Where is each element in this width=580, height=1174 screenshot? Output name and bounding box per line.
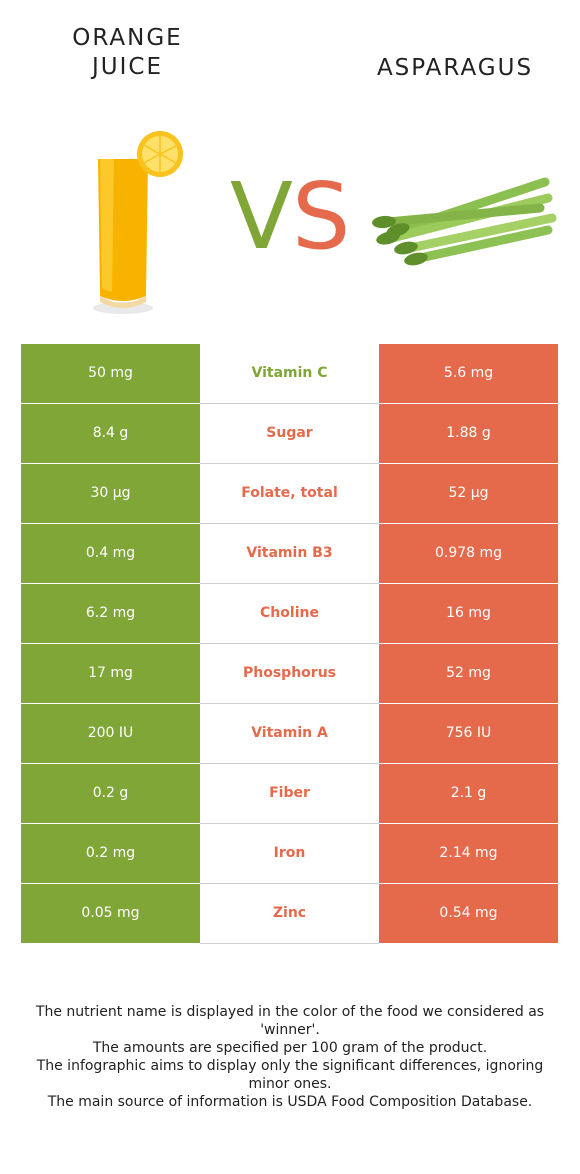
table-row: 0.05 mg Zinc 0.54 mg xyxy=(21,884,558,944)
left-value: 6.2 mg xyxy=(21,584,200,643)
right-value: 2.1 g xyxy=(379,764,558,823)
right-food-title: ASPARAGUS xyxy=(376,55,534,81)
left-value: 0.05 mg xyxy=(21,884,200,943)
left-food-title-line: ORANGE xyxy=(72,25,183,51)
nutrient-name: Fiber xyxy=(200,764,379,823)
row-divider xyxy=(200,943,379,944)
footer-line-1: The nutrient name is displayed in the co… xyxy=(35,1004,545,1038)
table-row: 0.2 mg Iron 2.14 mg xyxy=(21,824,558,884)
right-value: 2.14 mg xyxy=(379,824,558,883)
row-divider xyxy=(200,583,379,584)
table-row: 50 mg Vitamin C 5.6 mg xyxy=(21,344,558,404)
row-divider xyxy=(200,643,379,644)
row-divider xyxy=(200,823,379,824)
footer-line-2: The amounts are specified per 100 gram o… xyxy=(92,1040,488,1056)
table-row: 30 µg Folate, total 52 µg xyxy=(21,464,558,524)
left-food-title: ORANGE JUICE xyxy=(40,24,215,82)
table-row: 6.2 mg Choline 16 mg xyxy=(21,584,558,644)
right-value: 1.88 g xyxy=(379,404,558,463)
nutrient-name: Phosphorus xyxy=(200,644,379,703)
left-value: 200 IU xyxy=(21,704,200,763)
left-value: 17 mg xyxy=(21,644,200,703)
left-value: 0.2 mg xyxy=(21,824,200,883)
asparagus-image xyxy=(372,177,557,266)
nutrient-name: Vitamin B3 xyxy=(200,524,379,583)
table-row: 17 mg Phosphorus 52 mg xyxy=(21,644,558,704)
comparison-table: 50 mg Vitamin C 5.6 mg 8.4 g Sugar 1.88 g 30 µ… xyxy=(21,344,558,944)
left-food-title-line: JUICE xyxy=(92,54,163,80)
right-value: 52 mg xyxy=(379,644,558,703)
footer-line-3: The infographic aims to display only the… xyxy=(36,1058,544,1092)
nutrient-name: Zinc xyxy=(200,884,379,943)
left-value: 0.2 g xyxy=(21,764,200,823)
right-value: 5.6 mg xyxy=(379,344,558,403)
row-divider xyxy=(200,403,379,404)
footer-notes: The nutrient name is displayed in the co… xyxy=(18,1003,562,1111)
header: ORANGE JUICE ASPARAGUS V S xyxy=(0,0,580,330)
right-value: 52 µg xyxy=(379,464,558,523)
nutrient-name: Iron xyxy=(200,824,379,883)
table-row: 0.4 mg Vitamin B3 0.978 mg xyxy=(21,524,558,584)
row-divider xyxy=(200,523,379,524)
nutrient-name: Folate, total xyxy=(200,464,379,523)
row-divider xyxy=(200,463,379,464)
vs-label: V S xyxy=(230,163,350,270)
table-row: 0.2 g Fiber 2.1 g xyxy=(21,764,558,824)
footer-line-4: The main source of information is USDA F… xyxy=(47,1094,533,1110)
row-divider xyxy=(200,763,379,764)
left-value: 8.4 g xyxy=(21,404,200,463)
row-divider xyxy=(200,883,379,884)
nutrient-name: Vitamin A xyxy=(200,704,379,763)
table-row: 200 IU Vitamin A 756 IU xyxy=(21,704,558,764)
left-value: 0.4 mg xyxy=(21,524,200,583)
right-value: 0.54 mg xyxy=(379,884,558,943)
nutrient-name: Sugar xyxy=(200,404,379,463)
right-value: 756 IU xyxy=(379,704,558,763)
vs-s-letter: S xyxy=(292,163,350,270)
vs-v-letter: V xyxy=(230,163,293,270)
nutrient-name: Choline xyxy=(200,584,379,643)
nutrient-name: Vitamin C xyxy=(200,344,379,403)
table-row: 8.4 g Sugar 1.88 g xyxy=(21,404,558,464)
left-value: 50 mg xyxy=(21,344,200,403)
orange-juice-image xyxy=(93,131,183,314)
right-value: 0.978 mg xyxy=(379,524,558,583)
row-divider xyxy=(200,703,379,704)
left-food-title-text: ORANGE JUICE xyxy=(72,25,182,80)
right-value: 16 mg xyxy=(379,584,558,643)
left-value: 30 µg xyxy=(21,464,200,523)
